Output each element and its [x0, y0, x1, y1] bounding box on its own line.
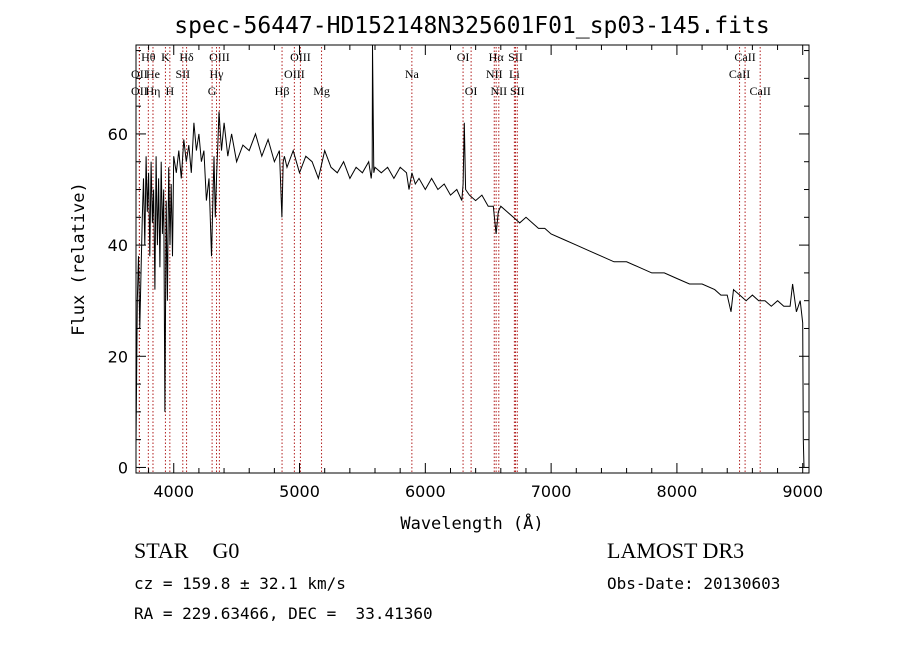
object-class: STAR G0 [134, 538, 239, 564]
line-marker-label: NII [486, 67, 503, 81]
plot-frame [135, 44, 810, 474]
spectrum-chart: OII OII Hθ He Hη K H Hδ SII OIII Hγ G Hβ OIII OIII Mg Na… [69, 13, 823, 534]
redshift-text: cz = 159.8 ± 32.1 km/s [134, 574, 346, 593]
line-marker-label: OI [457, 50, 470, 64]
y-tick-label: 40 [108, 236, 128, 255]
x-axis-label: Wavelength (Å) [400, 512, 543, 534]
line-marker-label: SII [175, 67, 190, 81]
line-marker-label: OIII [284, 67, 305, 81]
line-marker-label: He [146, 67, 160, 81]
class-label: STAR [134, 538, 189, 563]
line-marker-label: OII [131, 67, 148, 81]
line-marker-label: Na [405, 67, 420, 81]
line-marker-label: OIII [209, 50, 230, 64]
x-tick-label: 7000 [531, 482, 572, 501]
y-tick-label: 60 [108, 125, 128, 144]
x-tick-label: 9000 [782, 482, 823, 501]
y-tick-label: 20 [108, 347, 128, 366]
line-marker-label: K [161, 50, 170, 64]
line-marker-label: Hθ [141, 50, 156, 64]
survey-label: LAMOST DR3 [607, 538, 745, 563]
y-tick-label: 0 [118, 458, 128, 477]
axis-ticks: 4000 5000 6000 7000 8000 9000 0 20 40 60 [108, 45, 823, 501]
obs-date-text: Obs-Date: 20130603 [607, 574, 781, 593]
line-marker-label: OIII [290, 50, 311, 64]
spectrum-line [135, 44, 805, 468]
radec-text: RA = 229.63466, DEC = 33.41360 [134, 604, 433, 623]
line-marker-label: OI [465, 84, 478, 98]
line-marker-label: Li [509, 67, 520, 81]
line-marker-label: Hα [489, 50, 505, 64]
line-marker-label: Hβ [275, 84, 290, 98]
chart-title: spec-56447-HD152148N325601F01_sp03-145.f… [174, 13, 769, 39]
line-marker-label: SII [510, 84, 525, 98]
line-marker-label: Mg [313, 84, 330, 98]
x-tick-label: 6000 [405, 482, 446, 501]
line-marker-label: CaII [734, 50, 755, 64]
x-tick-label: 4000 [153, 482, 194, 501]
line-marker-label: SII [508, 50, 523, 64]
line-marker-label: Hη [146, 84, 161, 98]
line-marker-label: CaII [729, 67, 750, 81]
line-marker-label: G [208, 84, 217, 98]
x-tick-label: 8000 [657, 482, 698, 501]
line-marker-label: H [166, 84, 175, 98]
subclass-label: G0 [212, 538, 240, 563]
line-marker-label: NII [490, 84, 507, 98]
line-marker-label: Hγ [210, 67, 225, 81]
y-axis-label: Flux (relative) [69, 182, 89, 336]
x-tick-label: 5000 [279, 482, 320, 501]
line-markers: OII OII Hθ He Hη K H Hδ SII OIII Hγ G Hβ OIII OIII Mg Na… [131, 47, 771, 473]
line-marker-label: CaII [750, 84, 771, 98]
line-marker-label: OII [131, 84, 148, 98]
line-marker-label: Hδ [179, 50, 194, 64]
